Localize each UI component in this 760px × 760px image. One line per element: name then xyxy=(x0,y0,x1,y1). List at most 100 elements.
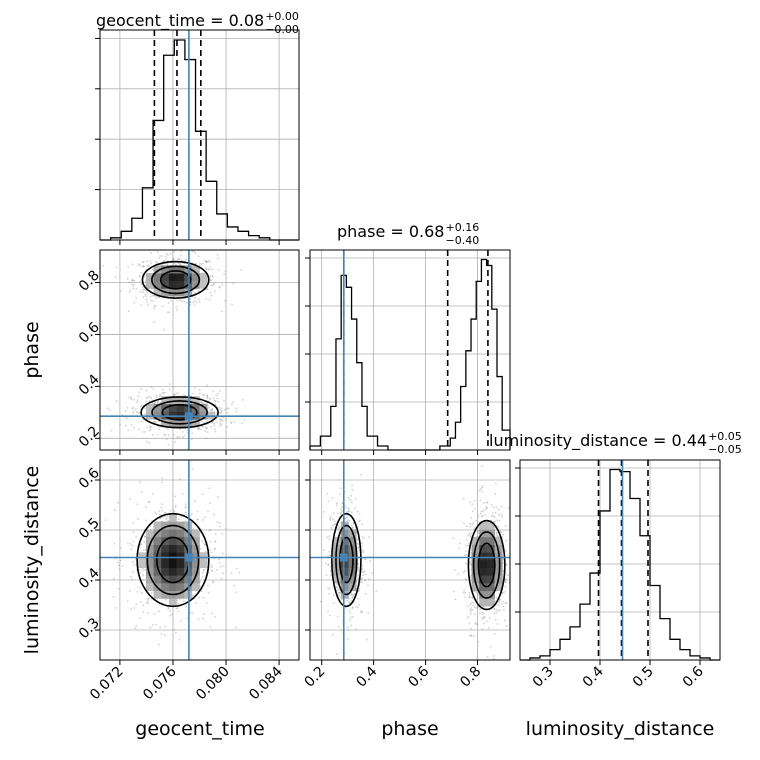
sample-point xyxy=(145,519,148,522)
sample-point xyxy=(145,289,148,292)
x-tick-label: 0.080 xyxy=(193,664,233,704)
contour-line xyxy=(467,519,506,611)
density-cell xyxy=(153,288,162,297)
density-cell xyxy=(191,280,200,289)
sample-point xyxy=(503,590,506,593)
sample-point xyxy=(161,260,164,263)
sample-point xyxy=(167,444,170,446)
sample-point xyxy=(140,271,143,274)
sample-point xyxy=(358,587,361,590)
density-cell xyxy=(145,403,154,412)
sample-point xyxy=(217,400,220,403)
sample-point xyxy=(207,584,209,587)
sample-point xyxy=(357,546,360,548)
sample-point xyxy=(210,284,213,287)
sample-point xyxy=(216,521,219,524)
sample-point xyxy=(164,634,166,637)
sample-point xyxy=(212,397,215,399)
sample-point xyxy=(180,250,183,252)
sample-point xyxy=(133,283,136,286)
sample-point xyxy=(225,527,228,530)
sample-point xyxy=(360,581,363,584)
sample-point xyxy=(498,514,500,516)
sample-point xyxy=(476,592,479,595)
sample-point xyxy=(162,391,165,394)
sample-point xyxy=(166,311,169,314)
panel-phase-vs-geocent-time xyxy=(100,249,299,450)
sample-point xyxy=(346,638,349,640)
truth-marker xyxy=(184,553,193,562)
sample-point xyxy=(334,523,337,525)
sample-point xyxy=(367,612,370,614)
sample-point xyxy=(150,426,152,429)
sample-point xyxy=(501,515,503,518)
sample-point xyxy=(220,409,223,412)
sample-point xyxy=(330,528,333,531)
sample-point xyxy=(166,515,169,518)
sample-point xyxy=(189,515,192,517)
sample-point xyxy=(106,407,109,410)
density-cell xyxy=(176,521,185,530)
sample-point xyxy=(487,627,490,630)
x-tick-label: 0.8 xyxy=(457,664,484,691)
sample-point xyxy=(154,260,157,263)
sample-point xyxy=(473,499,476,502)
sample-point xyxy=(139,405,142,408)
sample-point xyxy=(135,624,138,627)
sample-point xyxy=(177,602,180,605)
sample-point xyxy=(142,265,145,268)
sample-point xyxy=(328,592,331,595)
sample-point xyxy=(210,569,213,571)
sample-point xyxy=(154,305,157,307)
sample-point xyxy=(206,396,209,399)
sample-point xyxy=(231,303,233,306)
density-cell xyxy=(161,583,170,592)
density-cell xyxy=(153,575,162,584)
sample-point xyxy=(162,392,164,395)
sample-point xyxy=(172,509,175,511)
sample-point xyxy=(160,506,163,509)
sample-point xyxy=(179,428,182,431)
sample-point xyxy=(150,299,153,302)
sample-point xyxy=(499,530,502,533)
sample-point xyxy=(149,626,152,629)
sample-point xyxy=(482,617,485,619)
sample-point xyxy=(329,569,332,572)
sample-point xyxy=(486,656,489,659)
sample-point xyxy=(205,437,208,440)
sample-point xyxy=(235,626,238,629)
sample-point xyxy=(195,262,198,265)
sample-point xyxy=(485,506,488,509)
sample-point xyxy=(337,591,340,594)
sample-point xyxy=(329,517,332,520)
sample-point xyxy=(331,524,334,527)
density-cell xyxy=(199,403,208,412)
sample-point xyxy=(184,506,187,508)
sample-point xyxy=(219,525,222,528)
sample-point xyxy=(331,633,334,636)
sample-point xyxy=(133,410,136,413)
sample-point xyxy=(479,499,482,502)
sample-point xyxy=(346,516,348,519)
sample-point xyxy=(326,493,329,495)
density-cell xyxy=(153,280,162,289)
sample-point xyxy=(132,531,135,533)
sample-point xyxy=(135,603,138,606)
sample-point xyxy=(226,425,229,428)
density-cell xyxy=(333,560,342,568)
sample-point xyxy=(208,406,210,409)
sample-point xyxy=(463,569,466,572)
sample-point xyxy=(190,438,193,441)
sample-point xyxy=(153,305,156,307)
sample-point xyxy=(351,607,354,610)
contour-line xyxy=(477,542,496,588)
sample-point xyxy=(204,260,207,263)
sample-point xyxy=(164,434,167,437)
sample-point xyxy=(131,412,134,414)
sample-point xyxy=(506,574,509,577)
density-cell xyxy=(479,575,488,584)
sample-point xyxy=(468,532,471,535)
sample-point xyxy=(221,552,224,555)
sample-point xyxy=(177,610,180,613)
sample-point xyxy=(160,633,163,636)
